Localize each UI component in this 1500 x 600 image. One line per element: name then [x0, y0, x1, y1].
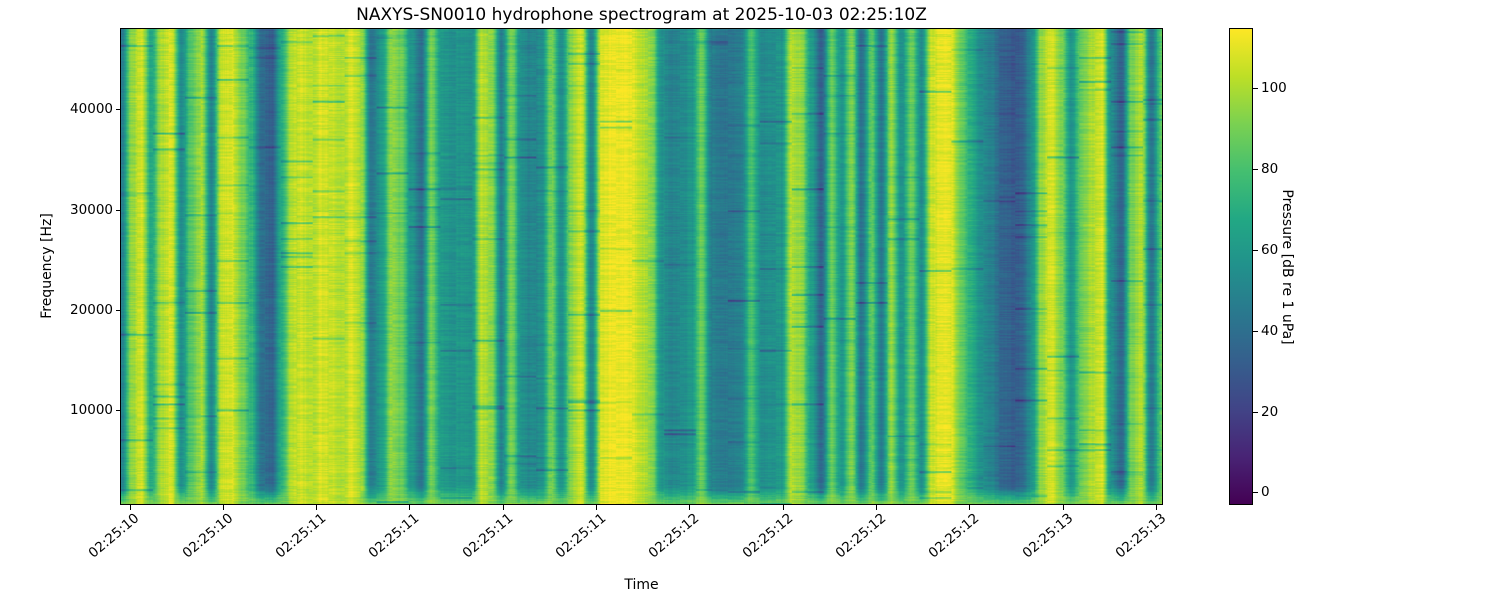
colorbar-tick-mark [1253, 249, 1258, 251]
y-tick-mark [115, 209, 120, 211]
colorbar-tick-label: 40 [1261, 322, 1279, 339]
x-tick-label-text: 02:25:10 [179, 510, 236, 562]
x-tick-label-text: 02:25:12 [739, 510, 796, 562]
x-tick-mark [502, 505, 504, 510]
colorbar-tick-label: 80 [1261, 160, 1279, 177]
colorbar-tick-label: 60 [1261, 241, 1279, 258]
y-tick-label: 40000 [70, 101, 113, 118]
x-tick-mark [1156, 505, 1158, 510]
x-tick-mark [689, 505, 691, 510]
colorbar [1229, 28, 1253, 505]
spectrogram-heatmap-image [121, 29, 1162, 504]
x-tick-mark [782, 505, 784, 510]
colorbar-label: Pressure [dB re 1 uPa] [1279, 189, 1295, 345]
x-tick-label-text: 02:25:13 [1019, 510, 1076, 562]
x-tick-mark [596, 505, 598, 510]
y-tick-mark [115, 109, 120, 111]
colorbar-tick-label: 100 [1261, 80, 1287, 97]
y-tick-mark [115, 410, 120, 412]
x-tick-label-text: 02:25:11 [365, 510, 423, 562]
colorbar-tick-label: 20 [1261, 403, 1279, 420]
colorbar-tick-mark [1253, 168, 1258, 170]
y-tick-label: 30000 [70, 201, 113, 218]
colorbar-tick-mark [1253, 411, 1258, 413]
x-tick-mark [409, 505, 411, 510]
y-tick-label: 20000 [70, 302, 113, 319]
x-tick-mark [222, 505, 224, 510]
x-tick-label-text: 02:25:10 [85, 510, 143, 562]
colorbar-tick-mark [1253, 88, 1258, 90]
x-tick-mark [129, 505, 131, 510]
x-tick-label-text: 02:25:12 [645, 510, 703, 562]
y-tick-mark [115, 310, 120, 312]
y-tick-label: 10000 [70, 402, 113, 419]
x-tick-label-text: 02:25:11 [552, 510, 610, 562]
colorbar-tick-mark [1253, 492, 1258, 494]
colorbar-tick-label: 0 [1261, 484, 1270, 501]
x-axis-label: Time [624, 577, 659, 593]
x-tick-label-text: 02:25:11 [459, 510, 516, 562]
x-tick-mark [969, 505, 971, 510]
x-tick-mark [1062, 505, 1064, 510]
x-tick-mark [316, 505, 318, 510]
colorbar-tick-mark [1253, 330, 1258, 332]
x-tick-label-text: 02:25:12 [925, 510, 983, 562]
x-tick-label-text: 02:25:11 [272, 510, 330, 562]
x-tick-label-text: 02:25:12 [832, 510, 890, 562]
x-tick-mark [876, 505, 878, 510]
plot-area [120, 28, 1163, 505]
x-tick-label-text: 02:25:13 [1112, 510, 1170, 562]
chart-title: NAXYS-SN0010 hydrophone spectrogram at 2… [356, 5, 927, 25]
